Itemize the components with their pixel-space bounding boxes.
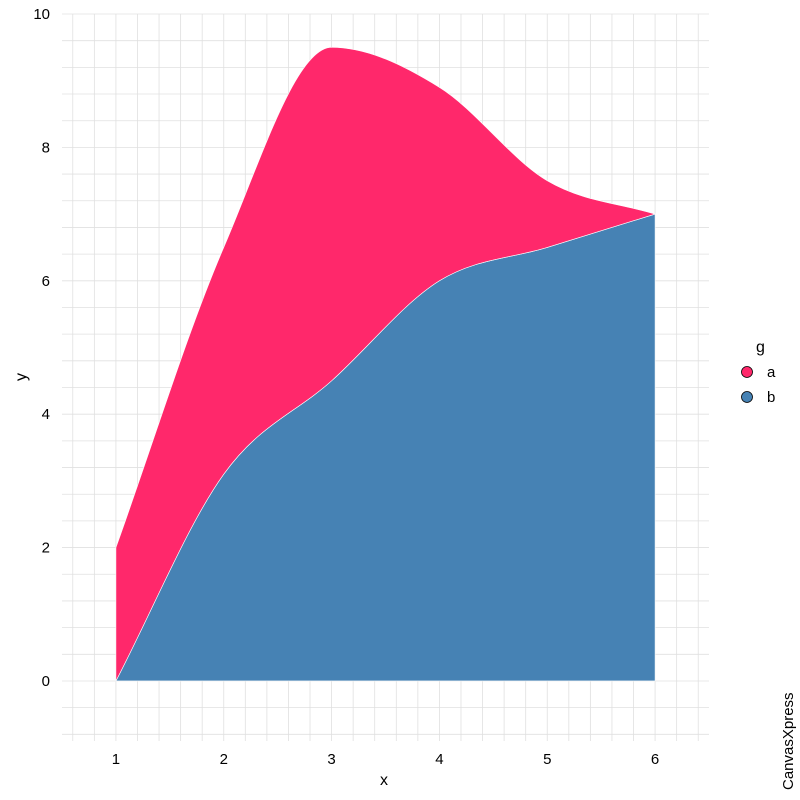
legend-title: g: [756, 339, 765, 356]
legend-swatch-b: [741, 391, 753, 403]
legend-swatch-a: [741, 366, 753, 378]
x-tick-label: 1: [112, 751, 120, 768]
legend-label-a: a: [767, 364, 776, 381]
legend: g ab: [741, 339, 776, 406]
canvasxpress-watermark: CanvasXpress: [780, 692, 797, 790]
y-tick-label: 0: [42, 673, 50, 690]
y-tick-label: 2: [42, 540, 50, 557]
y-tick-label: 8: [42, 139, 50, 156]
x-tick-label: 6: [651, 751, 659, 768]
area-series-a: [115, 47, 657, 682]
y-axis-title: y: [13, 373, 30, 381]
y-tick-label: 4: [42, 406, 50, 423]
x-tick-label: 4: [435, 751, 443, 768]
legend-label-b: b: [767, 389, 775, 406]
x-axis-title: x: [380, 772, 388, 789]
y-tick-label: 10: [33, 6, 50, 23]
y-tick-label: 6: [42, 273, 50, 290]
x-tick-label: 5: [543, 751, 551, 768]
x-tick-label: 2: [220, 751, 228, 768]
x-tick-labels: 1 2 3 4 5 6: [112, 751, 660, 768]
y-tick-labels: 0 2 4 6 8 10: [33, 6, 50, 690]
area-layers: [115, 47, 657, 682]
x-tick-label: 3: [327, 751, 335, 768]
